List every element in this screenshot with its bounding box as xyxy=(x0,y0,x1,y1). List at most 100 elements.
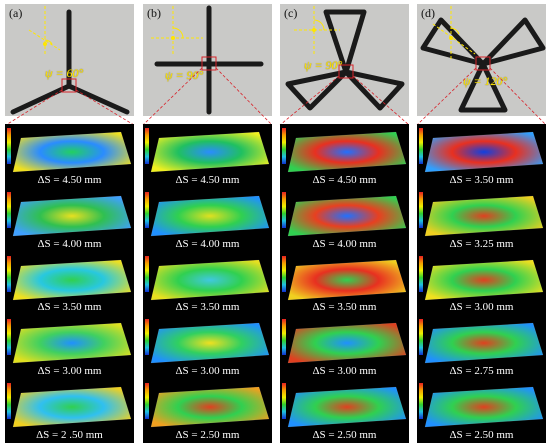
surface-map-b-5: ΔS = 2.50 mm xyxy=(143,379,272,443)
surface-map-c-5: ΔS = 2.50 mm xyxy=(280,379,409,443)
surface-plot xyxy=(12,259,132,300)
color-scale-bar xyxy=(7,383,11,420)
color-scale-bar xyxy=(145,128,149,164)
surface-map-a-3: ΔS = 3.50 mm xyxy=(5,252,134,316)
color-scale-bar xyxy=(282,383,286,420)
surface-plot xyxy=(150,259,270,300)
color-scale-bar xyxy=(145,191,149,228)
delta-s-caption: ΔS = 3.50 mm xyxy=(175,301,240,314)
delta-s-caption: ΔS = 4.50 mm xyxy=(312,173,377,186)
surface-map-b-4: ΔS = 3.00 mm xyxy=(143,315,272,379)
delta-s-caption: ΔS = 3.50 mm xyxy=(312,301,377,314)
cross-specimen-shape xyxy=(151,5,264,115)
surface-plot xyxy=(287,386,407,428)
color-scale-bar xyxy=(7,128,11,164)
delta-s-caption: ΔS = 3.50 mm xyxy=(37,301,102,314)
color-scale-bar xyxy=(282,319,286,356)
surface-map-c-2: ΔS = 4.00 mm xyxy=(280,188,409,252)
surface-plot xyxy=(12,386,132,428)
surface-plot xyxy=(424,195,544,237)
psi-angle-label-a: ψ = 60° xyxy=(45,66,84,80)
surface-map-c-1: ΔS = 4.50 mm xyxy=(280,124,409,188)
delta-s-caption: ΔS = 4.50 mm xyxy=(175,173,240,186)
surface-plot xyxy=(287,195,407,237)
surface-map-column-d: ΔS = 3.50 mm ΔS = 3.25 mm ΔS = 3.00 mm ΔS =… xyxy=(417,124,546,443)
psi-angle-label-c: ψ = 90° xyxy=(304,58,343,72)
surface-map-b-1: ΔS = 4.50 mm xyxy=(143,124,272,188)
color-scale-bar xyxy=(419,383,423,420)
delta-s-caption: ΔS = 3.00 mm xyxy=(312,365,377,378)
color-scale-bar xyxy=(282,255,286,292)
delta-s-caption: ΔS = 2.50 mm xyxy=(175,428,240,441)
panel-label-c: (c) xyxy=(284,6,298,20)
surface-map-column-a: ΔS = 4.50 mm ΔS = 4.00 mm ΔS = 3.50 mm ΔS =… xyxy=(5,124,134,443)
delta-s-caption: ΔS = 2 .50 mm xyxy=(36,428,103,441)
color-scale-bar xyxy=(419,191,423,228)
panel-label-b: (b) xyxy=(147,6,161,20)
surface-plot xyxy=(150,195,270,237)
delta-s-caption: ΔS = 4.00 mm xyxy=(37,237,102,250)
surface-plot xyxy=(424,386,544,428)
color-scale-bar xyxy=(7,255,11,292)
surface-map-a-2: ΔS = 4.00 mm xyxy=(5,188,134,252)
surface-plot xyxy=(287,323,407,364)
color-scale-bar xyxy=(282,128,286,164)
delta-s-caption: ΔS = 2.50 mm xyxy=(312,428,377,441)
surface-map-c-4: ΔS = 3.00 mm xyxy=(280,315,409,379)
surface-map-a-4: ΔS = 3.00 mm xyxy=(5,315,134,379)
specimen-photo-c: (c) ψ = 90° xyxy=(280,4,409,116)
surface-plot xyxy=(424,259,544,300)
color-scale-bar xyxy=(419,255,423,292)
surface-plot xyxy=(287,131,407,173)
surface-plot xyxy=(12,131,132,173)
surface-map-d-4: ΔS = 2.75 mm xyxy=(417,315,546,379)
color-scale-bar xyxy=(282,191,286,228)
panel-label-d: (d) xyxy=(421,6,435,20)
surface-plot xyxy=(424,323,544,364)
psi-angle-label-d: ψ = 120° xyxy=(463,74,508,88)
delta-s-caption: ΔS = 3.00 mm xyxy=(449,301,514,314)
surface-plot xyxy=(150,386,270,428)
delta-s-caption: ΔS = 2.50 mm xyxy=(449,428,514,441)
tripod-specimen-shape xyxy=(10,6,130,115)
surface-map-b-2: ΔS = 4.00 mm xyxy=(143,188,272,252)
surface-map-d-3: ΔS = 3.00 mm xyxy=(417,252,546,316)
specimen-photo-b: (b) ψ = 90° xyxy=(143,4,272,116)
specimen-photo-d: (d) ψ = 120° xyxy=(417,4,546,116)
surface-map-d-2: ΔS = 3.25 mm xyxy=(417,188,546,252)
color-scale-bar xyxy=(7,319,11,356)
surface-map-b-3: ΔS = 3.50 mm xyxy=(143,252,272,316)
surface-plot xyxy=(424,131,544,173)
color-scale-bar xyxy=(145,383,149,420)
surface-map-d-1: ΔS = 3.50 mm xyxy=(417,124,546,188)
delta-s-caption: ΔS = 3.00 mm xyxy=(37,365,102,378)
surface-map-column-c: ΔS = 4.50 mm ΔS = 4.00 mm ΔS = 3.50 mm ΔS =… xyxy=(280,124,409,443)
delta-s-caption: ΔS = 4.00 mm xyxy=(312,237,377,250)
psi-angle-label-b: ψ = 90° xyxy=(165,68,204,82)
surface-plot xyxy=(150,131,270,173)
delta-s-caption: ΔS = 4.00 mm xyxy=(175,237,240,250)
surface-plot xyxy=(12,195,132,237)
delta-s-caption: ΔS = 3.25 mm xyxy=(449,237,514,250)
specimen-photo-a: (a) ψ = 60° xyxy=(5,4,134,116)
triangle-loop-specimen-120-shape xyxy=(420,6,546,113)
delta-s-caption: ΔS = 3.00 mm xyxy=(175,365,240,378)
surface-plot xyxy=(287,259,407,300)
surface-map-d-5: ΔS = 2.50 mm xyxy=(417,379,546,443)
delta-s-caption: ΔS = 4.50 mm xyxy=(37,173,102,186)
surface-map-a-1: ΔS = 4.50 mm xyxy=(5,124,134,188)
color-scale-bar xyxy=(145,319,149,356)
surface-map-c-3: ΔS = 3.50 mm xyxy=(280,252,409,316)
delta-s-caption: ΔS = 3.50 mm xyxy=(449,173,514,186)
panel-label-a: (a) xyxy=(9,6,23,20)
surface-plot xyxy=(12,323,132,364)
surface-map-column-b: ΔS = 4.50 mm ΔS = 4.00 mm ΔS = 3.50 mm ΔS =… xyxy=(143,124,272,443)
color-scale-bar xyxy=(7,191,11,228)
color-scale-bar xyxy=(145,255,149,292)
color-scale-bar xyxy=(419,319,423,356)
surface-plot xyxy=(150,323,270,364)
delta-s-caption: ΔS = 2.75 mm xyxy=(449,365,514,378)
surface-map-a-5: ΔS = 2 .50 mm xyxy=(5,379,134,443)
triangle-loop-specimen-shape xyxy=(285,6,405,111)
color-scale-bar xyxy=(419,128,423,164)
